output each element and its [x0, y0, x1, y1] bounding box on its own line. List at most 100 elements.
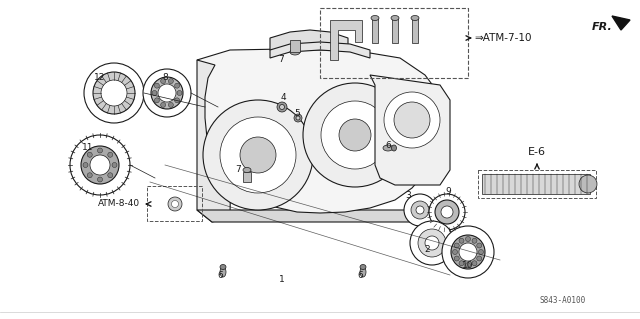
Circle shape	[321, 101, 389, 169]
Text: 2: 2	[424, 246, 430, 255]
Text: 8: 8	[162, 73, 168, 83]
Polygon shape	[270, 30, 348, 50]
Text: 4: 4	[280, 93, 286, 102]
Circle shape	[93, 72, 135, 114]
Text: 9: 9	[445, 188, 451, 197]
Polygon shape	[197, 200, 445, 222]
Circle shape	[339, 119, 371, 151]
Circle shape	[394, 102, 430, 138]
Text: 7: 7	[235, 166, 241, 174]
Circle shape	[168, 78, 173, 84]
Ellipse shape	[220, 264, 226, 270]
Circle shape	[240, 137, 276, 173]
Circle shape	[479, 249, 483, 255]
Circle shape	[87, 152, 92, 157]
Circle shape	[112, 162, 117, 167]
Bar	[243, 172, 251, 182]
Circle shape	[411, 201, 429, 219]
Circle shape	[294, 114, 302, 122]
Circle shape	[277, 102, 287, 112]
Circle shape	[108, 152, 113, 157]
Circle shape	[172, 201, 179, 207]
Bar	[412, 18, 418, 43]
Bar	[290, 40, 300, 52]
Circle shape	[435, 200, 459, 224]
Circle shape	[154, 83, 159, 88]
Text: 6: 6	[217, 271, 223, 279]
Ellipse shape	[411, 16, 419, 20]
Text: E-6: E-6	[528, 147, 546, 157]
Text: 7: 7	[278, 56, 284, 64]
Polygon shape	[330, 20, 362, 60]
Text: 3: 3	[405, 191, 411, 201]
Circle shape	[97, 148, 102, 153]
Ellipse shape	[383, 145, 393, 151]
Text: ATM-8-40: ATM-8-40	[98, 199, 140, 209]
Circle shape	[203, 100, 313, 210]
Circle shape	[459, 238, 464, 243]
Circle shape	[442, 226, 494, 278]
Text: 6: 6	[357, 271, 363, 279]
Circle shape	[108, 173, 113, 178]
Text: 11: 11	[83, 144, 93, 152]
Circle shape	[425, 236, 439, 250]
Circle shape	[416, 206, 424, 214]
Bar	[482, 174, 590, 194]
Text: 12: 12	[94, 73, 106, 83]
Circle shape	[454, 256, 460, 261]
Circle shape	[70, 135, 130, 195]
Circle shape	[296, 116, 300, 120]
Circle shape	[429, 194, 465, 230]
Ellipse shape	[220, 267, 226, 277]
Circle shape	[280, 105, 285, 109]
Circle shape	[168, 102, 173, 108]
Circle shape	[477, 256, 482, 261]
Ellipse shape	[391, 16, 399, 20]
Ellipse shape	[290, 49, 300, 55]
Text: S843-A0100: S843-A0100	[540, 296, 586, 305]
Circle shape	[81, 146, 119, 184]
Circle shape	[441, 206, 453, 218]
Bar	[392, 18, 398, 43]
Text: 1: 1	[279, 276, 285, 285]
Polygon shape	[197, 48, 442, 213]
Bar	[478, 170, 596, 198]
Ellipse shape	[392, 145, 397, 151]
Bar	[372, 18, 378, 43]
Circle shape	[161, 102, 166, 108]
Polygon shape	[370, 75, 450, 185]
Text: 10: 10	[462, 261, 474, 270]
Circle shape	[177, 91, 182, 95]
Circle shape	[143, 69, 191, 117]
Bar	[147, 186, 202, 221]
Circle shape	[459, 261, 464, 266]
Circle shape	[175, 98, 180, 103]
Circle shape	[152, 91, 157, 95]
Text: FR.: FR.	[592, 22, 612, 32]
Circle shape	[101, 80, 127, 106]
Circle shape	[151, 77, 183, 109]
Polygon shape	[270, 42, 370, 58]
Circle shape	[84, 63, 144, 123]
Circle shape	[220, 117, 296, 193]
Ellipse shape	[371, 16, 379, 20]
Circle shape	[465, 263, 470, 268]
Circle shape	[384, 92, 440, 148]
Circle shape	[579, 175, 597, 193]
Bar	[320, 8, 468, 78]
Circle shape	[477, 243, 482, 248]
Ellipse shape	[360, 264, 366, 270]
Circle shape	[154, 98, 159, 103]
Circle shape	[161, 78, 166, 84]
Circle shape	[158, 84, 176, 102]
Circle shape	[459, 243, 477, 261]
Circle shape	[418, 229, 446, 257]
Circle shape	[175, 83, 180, 88]
Circle shape	[87, 173, 92, 178]
Circle shape	[454, 243, 460, 248]
Circle shape	[404, 194, 436, 226]
Circle shape	[451, 235, 485, 269]
Circle shape	[465, 236, 470, 241]
Polygon shape	[197, 60, 232, 222]
Text: ⇒ATM-7-10: ⇒ATM-7-10	[474, 33, 531, 43]
